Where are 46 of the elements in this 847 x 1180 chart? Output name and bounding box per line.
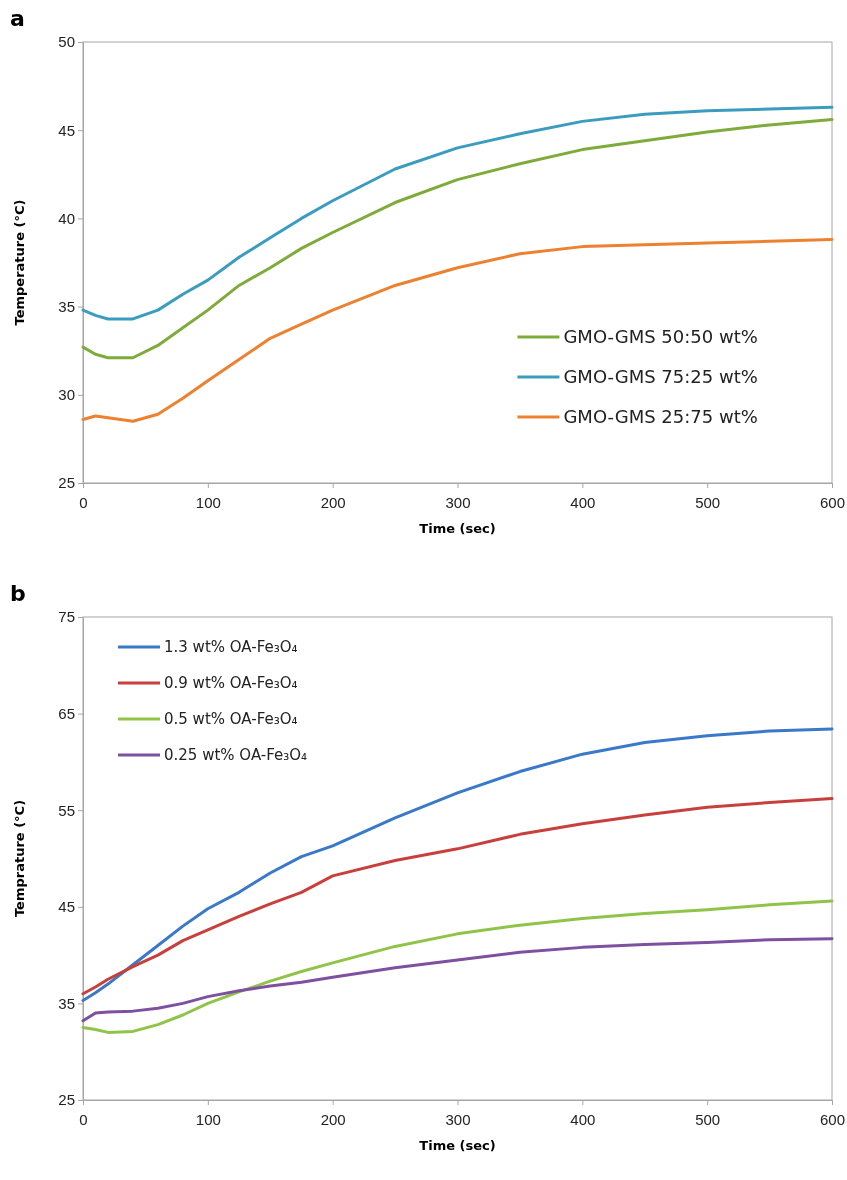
x-tick-label: 600 (819, 493, 846, 511)
x-tick-label: 0 (79, 1110, 88, 1128)
x-tick-label: 100 (195, 493, 221, 511)
y-tick-label: 75 (58, 608, 75, 626)
x-tick-label: 0 (79, 493, 88, 511)
y-tick-label: 55 (58, 801, 75, 819)
y-tick-label: 40 (58, 209, 75, 227)
y-tick-label: 45 (58, 121, 75, 139)
line-series (81, 937, 834, 1023)
x-tick-label: 200 (320, 1110, 346, 1128)
legend-label: 0.9 wt% OA-Fe₃O₄ (164, 674, 298, 693)
x-tick-label: 300 (445, 493, 471, 511)
x-tick-label: 400 (570, 493, 596, 511)
y-tick-label: 65 (58, 704, 75, 722)
y-tick-label: 35 (58, 994, 75, 1012)
line-series (81, 797, 834, 996)
legend-label: 1.3 wt% OA-Fe₃O₄ (164, 638, 298, 657)
chart-title: a (10, 6, 25, 31)
chart-title: b (10, 581, 26, 606)
y-tick-label: 50 (58, 33, 75, 51)
y-tick-label: 45 (58, 898, 75, 916)
x-axis-title: Time (sec) (419, 1138, 496, 1153)
y-tick-label: 35 (58, 297, 75, 315)
x-tick-label: 100 (195, 1110, 221, 1128)
legend-label: GMO-GMS 25:75 wt% (563, 406, 758, 428)
x-tick-label: 500 (695, 1110, 721, 1128)
x-axis-title: Time (sec) (419, 521, 496, 536)
line-series (81, 238, 834, 423)
legend-label: GMO-GMS 50:50 wt% (563, 326, 758, 348)
x-tick-label: 600 (819, 1110, 846, 1128)
y-tick-label: 25 (58, 1091, 75, 1109)
legend-label: 0.5 wt% OA-Fe₃O₄ (164, 710, 298, 729)
x-tick-label: 400 (570, 1110, 596, 1128)
y-axis-title: Temprature (°C) (12, 799, 27, 918)
legend-label: 0.25 wt% OA-Fe₃O₄ (164, 746, 308, 765)
legend-label: GMO-GMS 75:25 wt% (563, 366, 758, 388)
line-series (81, 899, 834, 1034)
line-series (81, 727, 834, 1002)
line-series (81, 105, 834, 321)
line-series (81, 118, 834, 360)
x-tick-label: 300 (445, 1110, 471, 1128)
y-axis-title: Temperature (°C) (12, 199, 27, 326)
x-tick-label: 500 (695, 493, 721, 511)
y-tick-label: 25 (58, 474, 75, 492)
y-tick-label: 30 (58, 386, 75, 404)
x-tick-label: 200 (320, 493, 346, 511)
